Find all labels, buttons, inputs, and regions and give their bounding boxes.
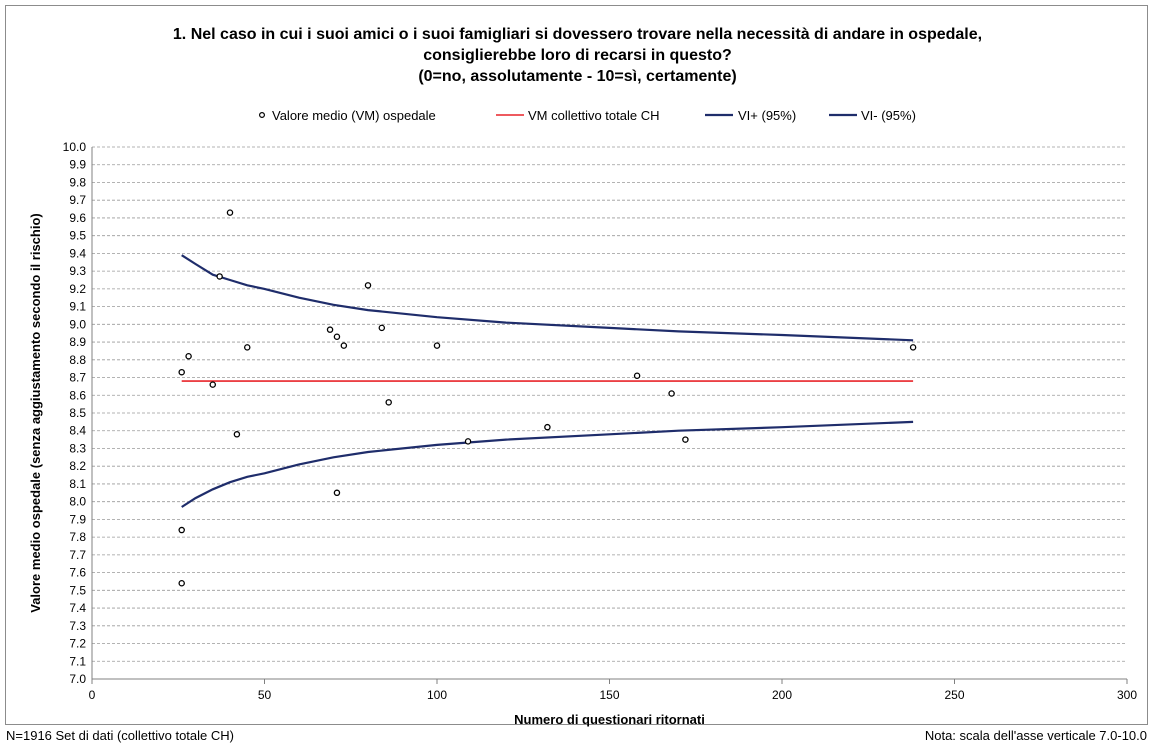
y-tick-label: 8.6 [69, 388, 86, 402]
y-tick-label: 7.2 [69, 637, 86, 651]
data-point [364, 282, 372, 289]
data-point [385, 399, 392, 406]
x-tick-label: 200 [772, 688, 792, 702]
y-tick-label: 7.0 [69, 672, 86, 686]
legend-label: VI+ (95%) [738, 108, 796, 123]
y-tick-label: 8.8 [69, 353, 86, 367]
y-tick-label: 8.9 [69, 335, 86, 349]
y-tick-label: 8.0 [69, 495, 86, 509]
y-tick-label: 9.5 [69, 229, 86, 243]
y-tick-label: 9.9 [69, 158, 86, 172]
y-tick-label: 7.8 [69, 530, 86, 544]
data-point [464, 438, 472, 445]
x-tick-label: 300 [1117, 688, 1137, 702]
chart-title-line-3: (0=no, assolutamente - 10=sì, certamente… [418, 68, 737, 85]
data-point [378, 324, 386, 332]
data-point [668, 390, 675, 397]
y-axis-label: Valore medio ospedale (senza aggiustamen… [28, 213, 43, 613]
chart-title: 1. Nel caso in cui i suoi amici o i suoi… [0, 24, 1155, 87]
data-point [682, 436, 689, 443]
data-point [326, 326, 334, 333]
y-tick-label: 7.4 [69, 601, 86, 615]
data-point [340, 342, 348, 349]
upper-limit-line [181, 254, 914, 342]
chart-title-line-2: consiglierebbe loro di recarsi in questo… [423, 47, 732, 64]
y-tick-label: 9.8 [69, 175, 86, 189]
data-point [178, 579, 185, 587]
y-tick-label: 9.6 [69, 211, 86, 225]
x-tick-label: 250 [944, 688, 964, 702]
y-tick-label: 9.3 [69, 264, 86, 278]
y-tick-label: 7.5 [69, 583, 86, 597]
y-tick-label: 7.1 [69, 654, 86, 668]
legend-label: VI- (95%) [861, 108, 916, 123]
data-point [209, 381, 216, 388]
legend-label: VM collettivo totale CH [528, 108, 660, 123]
data-point [185, 353, 192, 360]
data-point [178, 526, 185, 534]
chart-frame [5, 5, 1148, 725]
data-point [216, 273, 223, 280]
y-tick-label: 8.5 [69, 406, 86, 420]
x-axis-label: Numero di questionari ritornati [514, 712, 705, 727]
y-tick-label: 8.1 [69, 477, 86, 491]
data-point [333, 333, 341, 340]
data-point [433, 342, 441, 349]
data-point [909, 344, 917, 351]
footer-scale-note: Nota: scala dell'asse verticale 7.0-10.0 [924, 728, 1147, 743]
y-tick-label: 9.0 [69, 317, 86, 331]
x-tick-label: 100 [427, 688, 447, 702]
y-tick-label: 8.7 [69, 371, 86, 385]
data-point [178, 368, 185, 376]
y-tick-label: 9.7 [69, 193, 86, 207]
chart-title-line-1: 1. Nel caso in cui i suoi amici o i suoi… [172, 26, 983, 43]
y-tick-label: 7.9 [69, 512, 86, 526]
y-tick-label: 9.2 [69, 282, 86, 296]
y-tick-label: 7.3 [69, 619, 86, 633]
x-tick-label: 50 [258, 688, 272, 702]
x-tick-label: 0 [89, 688, 96, 702]
data-point [544, 423, 551, 431]
y-tick-label: 9.4 [69, 246, 86, 260]
lower-limit-line [181, 420, 914, 508]
data-point [633, 372, 641, 380]
data-point [233, 431, 241, 438]
y-tick-label: 8.4 [69, 424, 86, 438]
legend-marker [259, 111, 266, 118]
y-tick-label: 8.3 [69, 441, 86, 455]
legend-label: Valore medio (VM) ospedale [272, 108, 436, 123]
y-tick-label: 10.0 [63, 140, 87, 154]
y-tick-label: 8.2 [69, 459, 86, 473]
y-tick-label: 7.7 [69, 548, 86, 562]
y-tick-label: 9.1 [69, 300, 86, 314]
y-tick-label: 7.6 [69, 566, 86, 580]
footer-sample-note: N=1916 Set di dati (collettivo totale CH… [6, 728, 234, 743]
data-point [226, 209, 234, 216]
data-point [243, 344, 251, 351]
x-tick-label: 150 [599, 688, 619, 702]
data-point [333, 489, 341, 497]
